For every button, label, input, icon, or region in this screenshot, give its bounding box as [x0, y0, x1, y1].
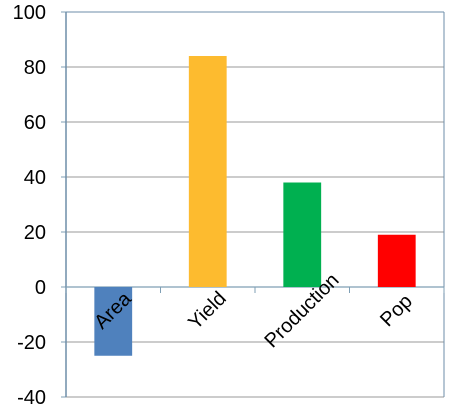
y-tick-label: 20: [24, 222, 46, 244]
bars: [94, 56, 416, 356]
bar-pop: [377, 234, 416, 287]
category-label-pop: Pop: [376, 290, 417, 331]
axes: [61, 11, 445, 398]
category-labels: Area Yield Production Pop: [90, 269, 417, 352]
bar-area: [94, 287, 133, 356]
y-tick-label: 40: [24, 167, 46, 189]
y-tick-labels: -40 -20 0 20 40 60 80 100: [13, 2, 46, 404]
y-tick-label: 60: [24, 112, 46, 134]
y-tick-label: -20: [17, 332, 46, 354]
bar-yield: [188, 56, 227, 287]
y-tick-label: 80: [24, 57, 46, 79]
y-tick-label: -40: [17, 387, 46, 404]
y-tick-label: 100: [13, 2, 46, 24]
bar-production: [283, 182, 322, 287]
y-tick-label: 0: [35, 277, 46, 299]
category-label-yield: Yield: [184, 288, 230, 334]
